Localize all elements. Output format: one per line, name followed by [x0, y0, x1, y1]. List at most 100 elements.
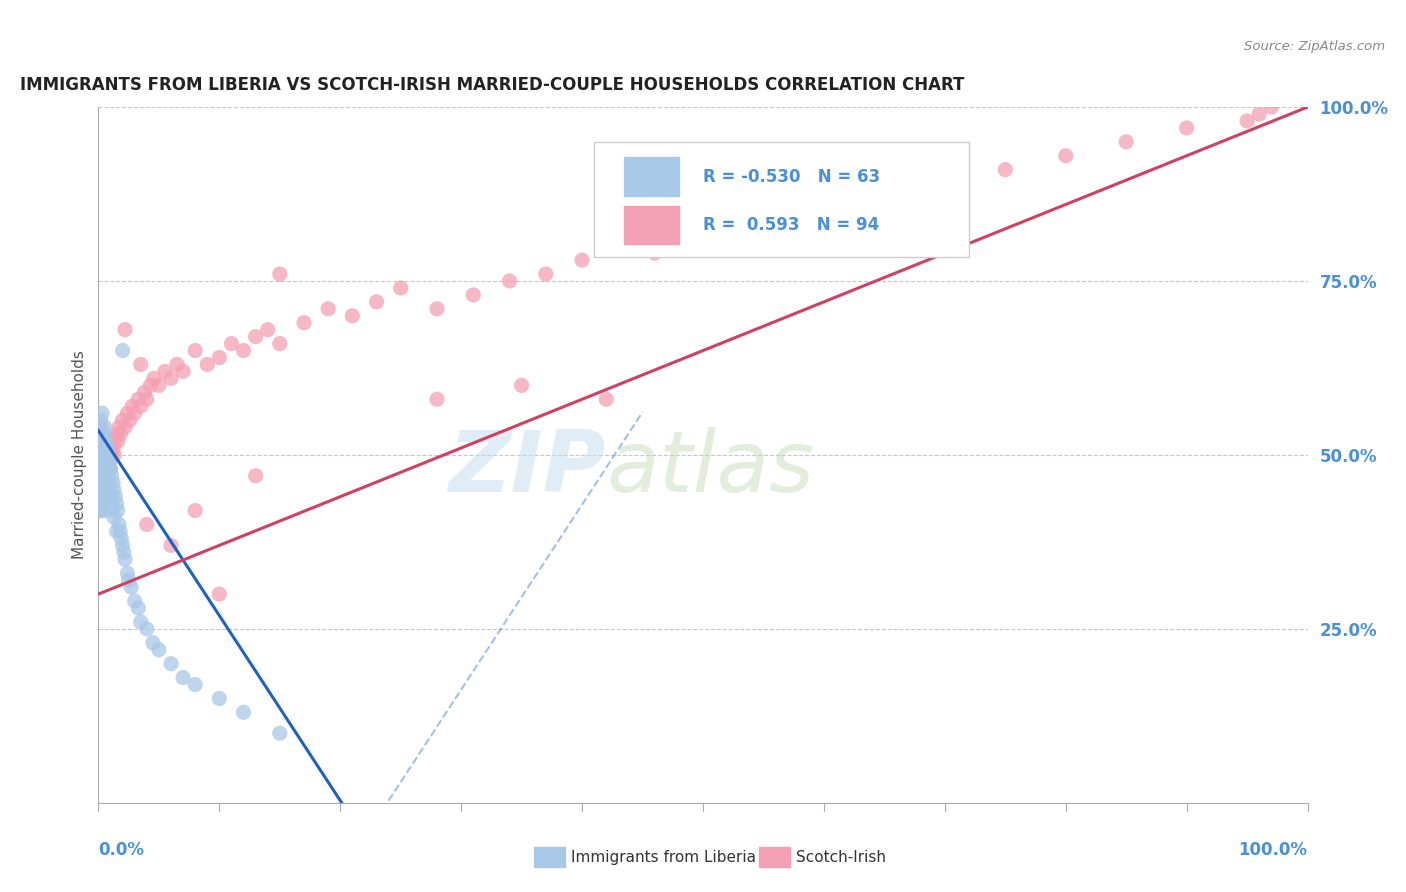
Point	[160, 538, 183, 552]
Point	[96, 468, 118, 483]
Point	[184, 503, 207, 517]
Point	[103, 483, 125, 497]
Point	[91, 483, 114, 497]
Point	[98, 483, 121, 497]
Point	[120, 580, 142, 594]
Point	[89, 434, 111, 448]
Point	[184, 343, 207, 358]
Point	[110, 532, 132, 546]
Point	[91, 455, 114, 469]
Point	[534, 267, 557, 281]
Point	[100, 490, 122, 504]
Point	[103, 448, 125, 462]
Point	[90, 475, 112, 490]
Point	[134, 385, 156, 400]
Point	[93, 455, 115, 469]
Point	[103, 510, 125, 524]
Bar	[624, 158, 679, 195]
Point	[94, 490, 117, 504]
FancyBboxPatch shape	[595, 142, 969, 257]
Point	[607, 239, 630, 253]
Point	[692, 219, 714, 233]
Text: atlas: atlas	[606, 427, 814, 510]
Point	[142, 636, 165, 650]
Point	[101, 441, 124, 455]
Point	[90, 448, 112, 462]
Text: R = -0.530   N = 63: R = -0.530 N = 63	[703, 168, 880, 186]
Point	[107, 503, 129, 517]
Point	[91, 468, 114, 483]
Point	[108, 427, 131, 442]
Point	[100, 468, 122, 483]
Text: R =  0.593   N = 94: R = 0.593 N = 94	[703, 217, 879, 235]
Point	[166, 358, 188, 372]
Point	[571, 253, 593, 268]
Point	[98, 455, 121, 469]
Point	[172, 671, 194, 685]
Point	[498, 274, 520, 288]
Point	[117, 566, 139, 581]
Point	[91, 441, 114, 455]
Point	[114, 552, 136, 566]
Point	[426, 392, 449, 407]
Point	[139, 378, 162, 392]
Point	[232, 343, 254, 358]
Point	[90, 475, 112, 490]
Point	[91, 497, 114, 511]
Point	[100, 448, 122, 462]
Point	[89, 503, 111, 517]
Point	[644, 246, 666, 260]
Point	[245, 468, 267, 483]
Point	[886, 184, 908, 198]
Point	[366, 294, 388, 309]
Point	[105, 524, 128, 539]
Point	[208, 351, 231, 365]
Text: Immigrants from Liberia: Immigrants from Liberia	[571, 850, 756, 864]
Point	[105, 427, 128, 442]
Point	[127, 392, 149, 407]
Point	[91, 468, 114, 483]
Point	[100, 462, 122, 476]
Point	[96, 490, 118, 504]
Point	[153, 364, 176, 378]
Point	[208, 587, 231, 601]
Point	[108, 517, 131, 532]
Point	[94, 434, 117, 448]
Point	[510, 378, 533, 392]
Point	[96, 462, 118, 476]
Point	[91, 427, 114, 442]
Point	[94, 434, 117, 448]
Point	[121, 399, 143, 413]
Point	[195, 358, 218, 372]
Point	[644, 239, 666, 253]
Point	[98, 483, 121, 497]
Point	[269, 726, 291, 740]
Point	[101, 503, 124, 517]
Point	[97, 448, 120, 462]
Point	[1175, 120, 1198, 135]
Point	[994, 162, 1017, 177]
Point	[107, 434, 129, 448]
Text: Scotch-Irish: Scotch-Irish	[796, 850, 886, 864]
Point	[160, 657, 183, 671]
Point	[91, 448, 114, 462]
Point	[269, 336, 291, 351]
Point	[96, 441, 118, 455]
Point	[129, 358, 152, 372]
Point	[316, 301, 339, 316]
Point	[111, 413, 134, 427]
Point	[97, 475, 120, 490]
Point	[96, 441, 118, 455]
Point	[97, 497, 120, 511]
Point	[93, 475, 115, 490]
Point	[111, 343, 134, 358]
Point	[232, 706, 254, 720]
Point	[112, 545, 135, 559]
Point	[143, 371, 166, 385]
Point	[426, 301, 449, 316]
Point	[1260, 100, 1282, 114]
Text: ZIP: ZIP	[449, 427, 606, 510]
Point	[934, 169, 956, 184]
Point	[245, 329, 267, 343]
Point	[93, 427, 115, 442]
